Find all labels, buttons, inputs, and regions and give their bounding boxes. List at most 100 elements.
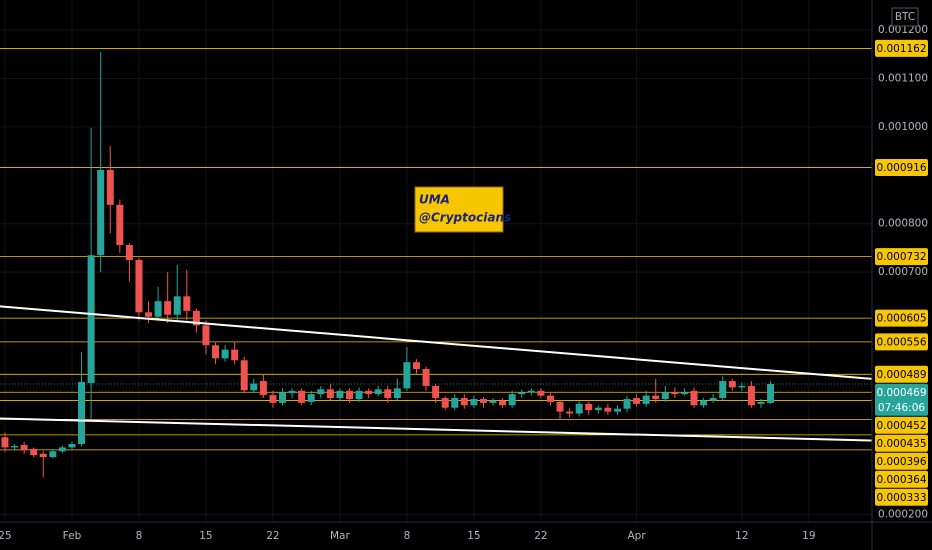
candle-body bbox=[20, 445, 28, 450]
candle-body bbox=[537, 390, 545, 396]
candle-body bbox=[556, 401, 564, 412]
candle-body bbox=[288, 390, 296, 394]
candle-body bbox=[298, 390, 306, 403]
candle-body bbox=[671, 392, 679, 395]
level-label-box bbox=[875, 434, 928, 452]
level-label: 0.000396 bbox=[876, 456, 926, 468]
candle-body bbox=[125, 245, 133, 261]
candle-body bbox=[393, 388, 401, 399]
candle-body bbox=[738, 385, 746, 388]
annotation-text: @Cryptocians bbox=[419, 211, 511, 225]
candle-body bbox=[173, 296, 181, 315]
x-tick-label: 15 bbox=[199, 530, 212, 542]
candle-body bbox=[78, 382, 86, 445]
level-label: 0.000556 bbox=[876, 336, 926, 348]
price-label: 0.000469 bbox=[876, 387, 926, 399]
candle-body bbox=[326, 389, 334, 399]
candle-body bbox=[39, 453, 47, 458]
candle-body bbox=[30, 448, 38, 456]
candle-body bbox=[451, 398, 459, 408]
candle-body bbox=[307, 394, 315, 402]
level-label: 0.000732 bbox=[876, 251, 926, 263]
candle-body bbox=[642, 395, 650, 404]
candle-body bbox=[432, 385, 440, 399]
candle-body bbox=[479, 399, 487, 403]
candle-body bbox=[240, 360, 248, 391]
x-tick-label: 22 bbox=[266, 530, 279, 542]
candle-body bbox=[355, 390, 363, 400]
candle-body bbox=[441, 398, 449, 408]
x-tick-label: 15 bbox=[467, 530, 480, 542]
level-label: 0.000489 bbox=[876, 369, 926, 381]
level-label: 0.000435 bbox=[876, 438, 926, 450]
candle-body bbox=[422, 368, 430, 386]
candle-body bbox=[11, 445, 19, 448]
candle-body bbox=[97, 169, 105, 256]
level-label: 0.000364 bbox=[876, 474, 926, 486]
candle-body bbox=[49, 451, 57, 458]
candle-body bbox=[412, 362, 420, 369]
level-label-box bbox=[875, 452, 928, 470]
candle-body bbox=[508, 394, 516, 406]
candle-body bbox=[365, 390, 373, 395]
candle-body bbox=[613, 408, 621, 412]
y-tick-label: 0.001100 bbox=[878, 72, 928, 84]
y-tick-label: 0.001000 bbox=[878, 121, 928, 133]
candle-body bbox=[719, 381, 727, 399]
x-tick-label: Mar bbox=[330, 530, 350, 542]
candle-body bbox=[374, 389, 382, 395]
candle-body bbox=[154, 301, 162, 317]
x-tick-label: 19 bbox=[802, 530, 815, 542]
candle-body bbox=[546, 395, 554, 402]
y-tick-label: 0.000700 bbox=[878, 266, 928, 278]
candle-body bbox=[527, 390, 535, 393]
level-label-box bbox=[875, 416, 928, 434]
level-label-box bbox=[875, 488, 928, 506]
x-tick-label: 25 bbox=[0, 530, 12, 542]
candle-body bbox=[470, 399, 478, 406]
level-label: 0.000452 bbox=[876, 420, 926, 432]
level-label-box bbox=[875, 309, 928, 327]
candle-body bbox=[585, 403, 593, 411]
level-label: 0.000605 bbox=[876, 313, 926, 325]
level-label: 0.000333 bbox=[876, 492, 926, 504]
level-label-box bbox=[875, 159, 928, 177]
candle-body bbox=[767, 383, 775, 403]
trend-line bbox=[0, 305, 932, 385]
candle-body bbox=[489, 400, 497, 403]
candle-body bbox=[221, 349, 229, 359]
x-tick-label: 22 bbox=[534, 530, 547, 542]
candle-body bbox=[250, 383, 258, 391]
candle-body bbox=[269, 395, 277, 403]
candle-body bbox=[192, 310, 200, 326]
y-tick-label: 0.000200 bbox=[878, 508, 928, 520]
annotation-box bbox=[414, 186, 504, 233]
candle-body bbox=[652, 395, 660, 400]
candle-body bbox=[709, 398, 717, 401]
candle-body bbox=[279, 392, 287, 403]
candle-body bbox=[87, 255, 95, 384]
candle-body bbox=[661, 392, 669, 400]
currency-box bbox=[891, 7, 919, 27]
candle-body bbox=[633, 398, 641, 404]
candle-body bbox=[575, 403, 583, 414]
y-tick-label: 0.000800 bbox=[878, 218, 928, 230]
candle-body bbox=[106, 169, 114, 205]
candle-body bbox=[460, 398, 468, 406]
candle-body bbox=[68, 444, 76, 448]
level-label-box bbox=[875, 248, 928, 266]
candle-body bbox=[747, 385, 755, 406]
candle-body bbox=[317, 389, 325, 395]
candle-body bbox=[566, 411, 574, 414]
level-label-box bbox=[875, 470, 928, 488]
candle-body bbox=[1, 437, 9, 448]
candle-body bbox=[58, 447, 66, 452]
candle-body bbox=[757, 401, 765, 404]
candle-body bbox=[403, 362, 411, 389]
candle-body bbox=[164, 301, 172, 315]
candle-body bbox=[680, 392, 688, 395]
candle-body bbox=[700, 400, 708, 406]
